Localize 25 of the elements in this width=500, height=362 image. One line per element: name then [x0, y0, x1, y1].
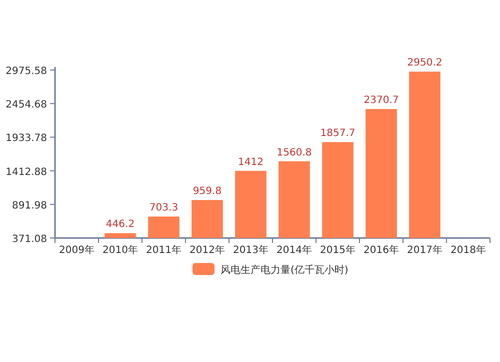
y-tick-label: 371.08 [12, 234, 47, 245]
x-tick-label: 2009年 [59, 244, 94, 256]
data-label: 446.2 [106, 219, 135, 230]
x-tick-label: 2011年 [146, 244, 182, 256]
x-tick-label: 2018年 [450, 244, 486, 256]
data-label: 1560.8 [276, 147, 312, 158]
x-tick-label: 2013年 [233, 244, 268, 256]
y-tick-label: 1412.88 [6, 166, 47, 178]
data-label: 959.8 [192, 186, 222, 198]
x-tick-label: 2010年 [102, 244, 138, 256]
data-label: 2370.7 [364, 95, 399, 106]
y-tick-label: 2454.68 [6, 100, 47, 111]
x-tick-label: 2014年 [276, 244, 312, 256]
legend-label: 风电生产电力量(亿千瓦小时) [220, 264, 348, 276]
data-label: 2950.2 [407, 58, 442, 69]
y-tick-label: 891.98 [12, 200, 47, 212]
y-tick-label: 1933.78 [6, 133, 47, 144]
x-tick-label: 2015年 [320, 244, 356, 256]
x-tick-label: 2017年 [407, 244, 442, 256]
data-label: 703.3 [149, 202, 178, 214]
data-label: 1412 [238, 156, 264, 168]
y-tick-label: 2975.58 [6, 66, 47, 77]
x-tick-label: 2012年 [190, 244, 225, 256]
data-label: 1857.7 [320, 128, 356, 140]
x-tick-label: 2016年 [364, 244, 399, 256]
